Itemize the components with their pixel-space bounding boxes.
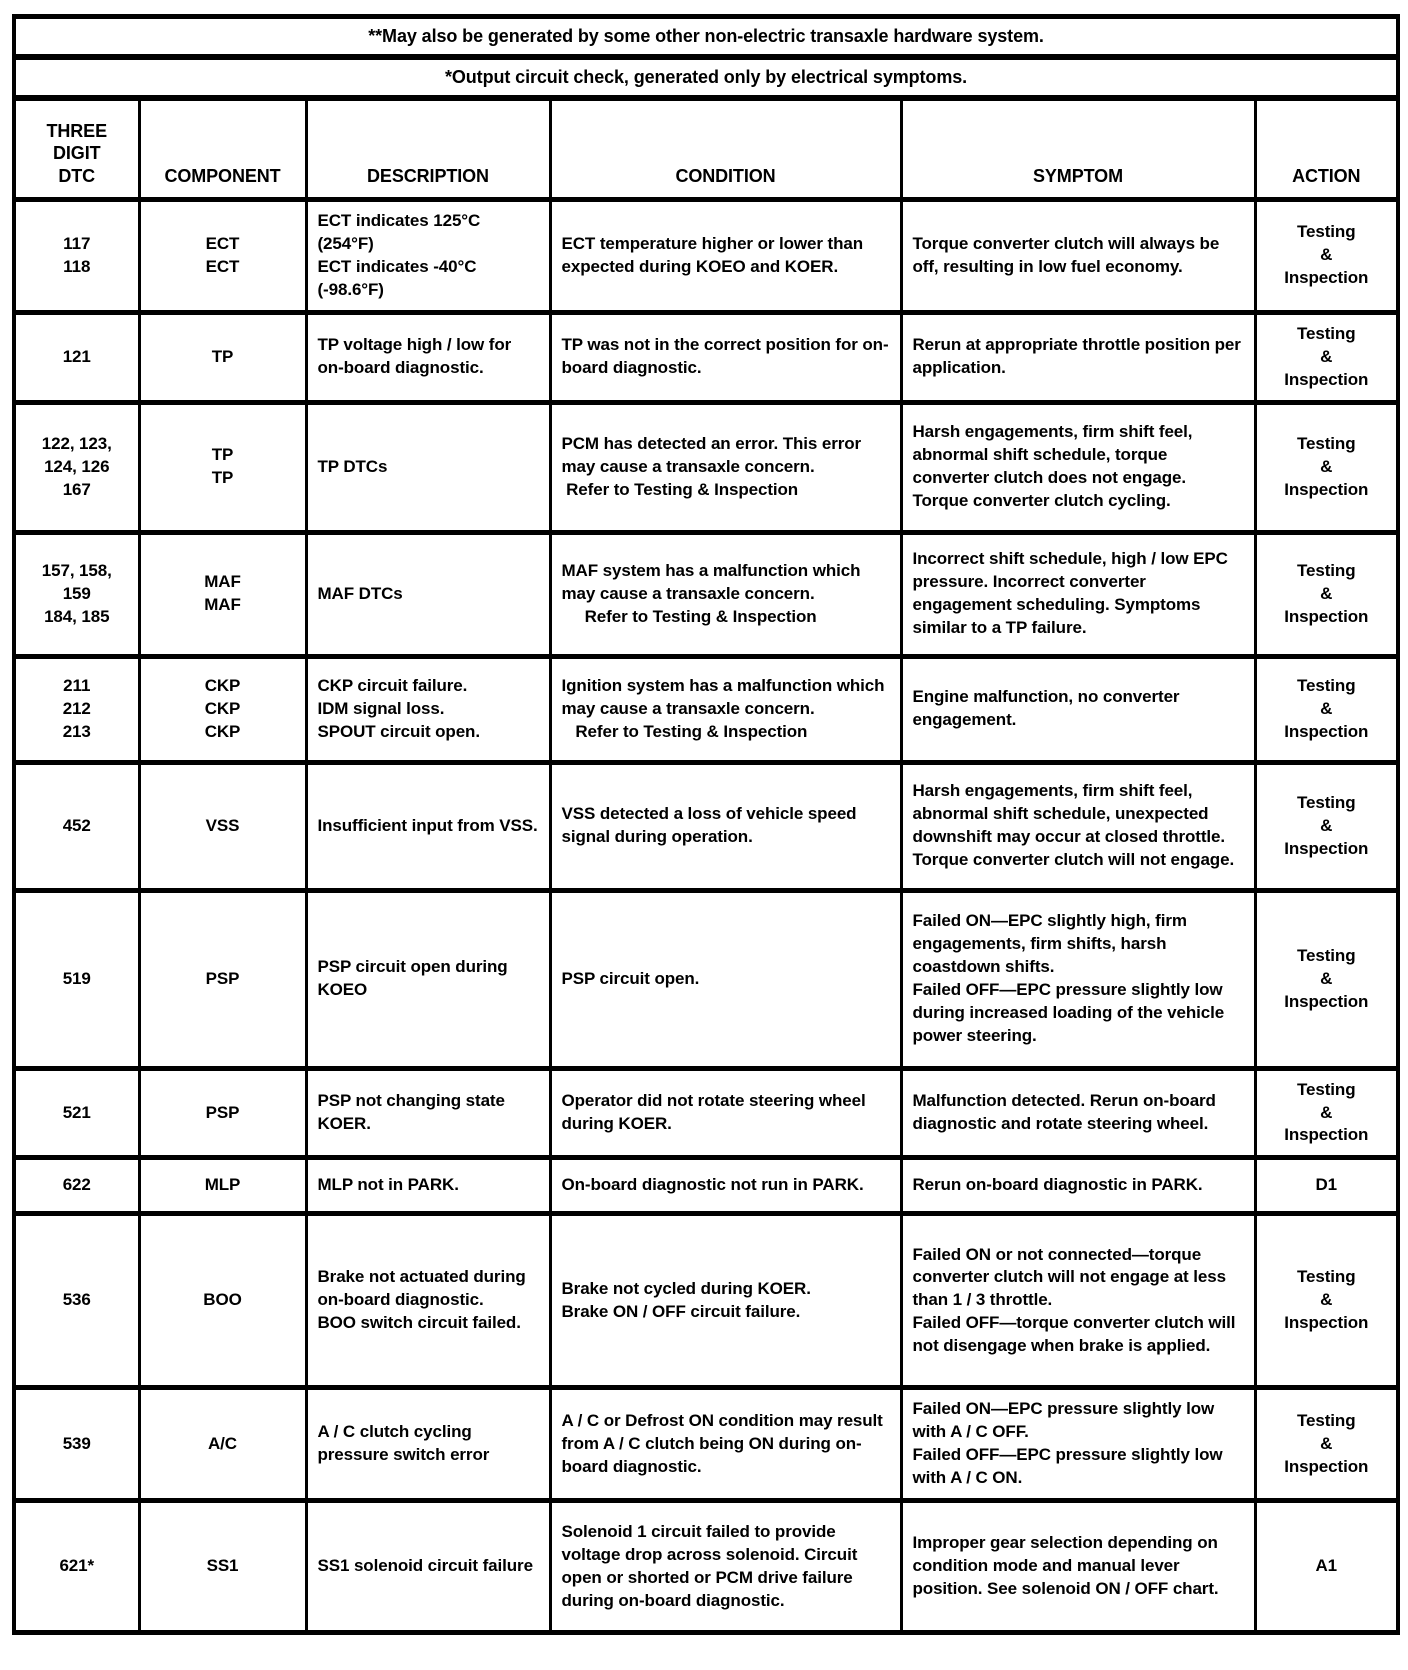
cell-action: Testing & Inspection [1253,529,1400,659]
cell-action: Testing & Inspection [1253,1211,1400,1391]
cell-condition: ECT temperature higher or lower than exp… [548,197,903,315]
cell-symptom: Rerun at appropriate throttle position p… [899,309,1257,405]
cell-dtc: 621* [12,1498,141,1636]
scanned-dtc-document: **May also be generated by some other no… [12,14,1401,1636]
cell-dtc: 519 [12,887,141,1071]
cell-description: PSP circuit open during KOEO [304,887,552,1071]
cell-action: A1 [1253,1498,1400,1636]
cell-description: Brake not actuated during on-board diagn… [304,1211,552,1391]
cell-component: SS1 [137,1498,308,1636]
cell-condition: PSP circuit open. [548,887,903,1071]
cell-description: MAF DTCs [304,529,552,659]
cell-dtc: 539 [12,1385,141,1504]
cell-action: Testing & Inspection [1253,399,1400,535]
cell-component: TP TP [137,399,308,535]
cell-condition: PCM has detected an error. This error ma… [548,399,903,535]
cell-symptom: Improper gear selection depending on con… [899,1498,1257,1636]
cell-condition: MAF system has a malfunction which may c… [548,529,903,659]
cell-symptom: Failed ON—EPC pressure slightly low with… [899,1385,1257,1504]
column-header-component: COMPONENT [137,95,308,202]
table-row: 521 PSP PSP not changing state KOER. Ope… [12,1065,1400,1161]
cell-component: BOO [137,1211,308,1391]
footnote-asterisk: *Output circuit check, generated only by… [12,54,1400,101]
cell-description: ECT indicates 125°C (254°F) ECT indicate… [304,197,552,315]
cell-dtc: 521 [12,1065,141,1161]
cell-dtc: 622 [12,1155,141,1217]
table-row: 122, 123, 124, 126 167 TP TP TP DTCs PCM… [12,399,1400,535]
table-row: 519 PSP PSP circuit open during KOEO PSP… [12,887,1400,1071]
cell-component: PSP [137,1065,308,1161]
cell-symptom: Engine malfunction, no converter engagem… [899,653,1257,765]
cell-symptom: Failed ON or not connected—torque conver… [899,1211,1257,1391]
table-row: 121 TP TP voltage high / low for on-boar… [12,309,1400,405]
cell-symptom: Incorrect shift schedule, high / low EPC… [899,529,1257,659]
cell-component: MLP [137,1155,308,1217]
footnote-row-double-asterisk: **May also be generated by some other no… [12,14,1400,60]
cell-description: TP DTCs [304,399,552,535]
cell-dtc: 536 [12,1211,141,1391]
cell-description: CKP circuit failure. IDM signal loss. SP… [304,653,552,765]
cell-dtc: 122, 123, 124, 126 167 [12,399,141,535]
dtc-table: **May also be generated by some other no… [12,14,1401,1636]
cell-component: A/C [137,1385,308,1504]
cell-dtc: 117 118 [12,197,141,315]
table-row: 211 212 213 CKP CKP CKP CKP circuit fail… [12,653,1400,765]
cell-action: Testing & Inspection [1253,197,1400,315]
cell-component: MAF MAF [137,529,308,659]
cell-description: A / C clutch cycling pressure switch err… [304,1385,552,1504]
cell-component: CKP CKP CKP [137,653,308,765]
cell-symptom: Rerun on-board diagnostic in PARK. [899,1155,1257,1217]
cell-symptom: Torque converter clutch will always be o… [899,197,1257,315]
cell-component: ECT ECT [137,197,308,315]
cell-description: MLP not in PARK. [304,1155,552,1217]
cell-dtc: 211 212 213 [12,653,141,765]
cell-action: D1 [1253,1155,1400,1217]
column-header-dtc: THREE DIGIT DTC [12,95,141,202]
table-row: 536 BOO Brake not actuated during on-boa… [12,1211,1400,1391]
cell-action: Testing & Inspection [1253,309,1400,405]
cell-component: TP [137,309,308,405]
cell-condition: Solenoid 1 circuit failed to provide vol… [548,1498,903,1636]
column-header-symptom: SYMPTOM [899,95,1257,202]
cell-symptom: Malfunction detected. Rerun on-board dia… [899,1065,1257,1161]
table-row: 539 A/C A / C clutch cycling pressure sw… [12,1385,1400,1504]
cell-dtc: 121 [12,309,141,405]
cell-component: VSS [137,759,308,893]
cell-condition: A / C or Defrost ON condition may result… [548,1385,903,1504]
table-row: 117 118 ECT ECT ECT indicates 125°C (254… [12,197,1400,315]
table-row: 157, 158, 159 184, 185 MAF MAF MAF DTCs … [12,529,1400,659]
table-row: 452 VSS Insufficient input from VSS. VSS… [12,759,1400,893]
cell-condition: Brake not cycled during KOER. Brake ON /… [548,1211,903,1391]
cell-condition: VSS detected a loss of vehicle speed sig… [548,759,903,893]
table-row: 622 MLP MLP not in PARK. On-board diagno… [12,1155,1400,1217]
cell-action: Testing & Inspection [1253,1065,1400,1161]
cell-action: Testing & Inspection [1253,759,1400,893]
column-header-action: ACTION [1253,95,1400,202]
footnote-double-asterisk: **May also be generated by some other no… [12,14,1400,60]
cell-symptom: Harsh engagements, firm shift feel, abno… [899,399,1257,535]
cell-symptom: Harsh engagements, firm shift feel, abno… [899,759,1257,893]
cell-action: Testing & Inspection [1253,653,1400,765]
cell-symptom: Failed ON—EPC slightly high, firm engage… [899,887,1257,1071]
cell-condition: On-board diagnostic not run in PARK. [548,1155,903,1217]
column-header-condition: CONDITION [548,95,903,202]
cell-description: Insufficient input from VSS. [304,759,552,893]
dtc-table-body: 117 118 ECT ECT ECT indicates 125°C (254… [12,197,1400,1636]
cell-dtc: 157, 158, 159 184, 185 [12,529,141,659]
cell-description: PSP not changing state KOER. [304,1065,552,1161]
cell-action: Testing & Inspection [1253,887,1400,1071]
cell-description: TP voltage high / low for on-board diagn… [304,309,552,405]
footnote-row-asterisk: *Output circuit check, generated only by… [12,54,1400,101]
cell-description: SS1 solenoid circuit failure [304,1498,552,1636]
cell-dtc: 452 [12,759,141,893]
cell-action: Testing & Inspection [1253,1385,1400,1504]
table-header-row: THREE DIGIT DTC COMPONENT DESCRIPTION CO… [12,95,1400,202]
table-row: 621* SS1 SS1 solenoid circuit failure So… [12,1498,1400,1636]
cell-condition: TP was not in the correct position for o… [548,309,903,405]
cell-condition: Ignition system has a malfunction which … [548,653,903,765]
cell-component: PSP [137,887,308,1071]
cell-condition: Operator did not rotate steering wheel d… [548,1065,903,1161]
column-header-description: DESCRIPTION [304,95,552,202]
